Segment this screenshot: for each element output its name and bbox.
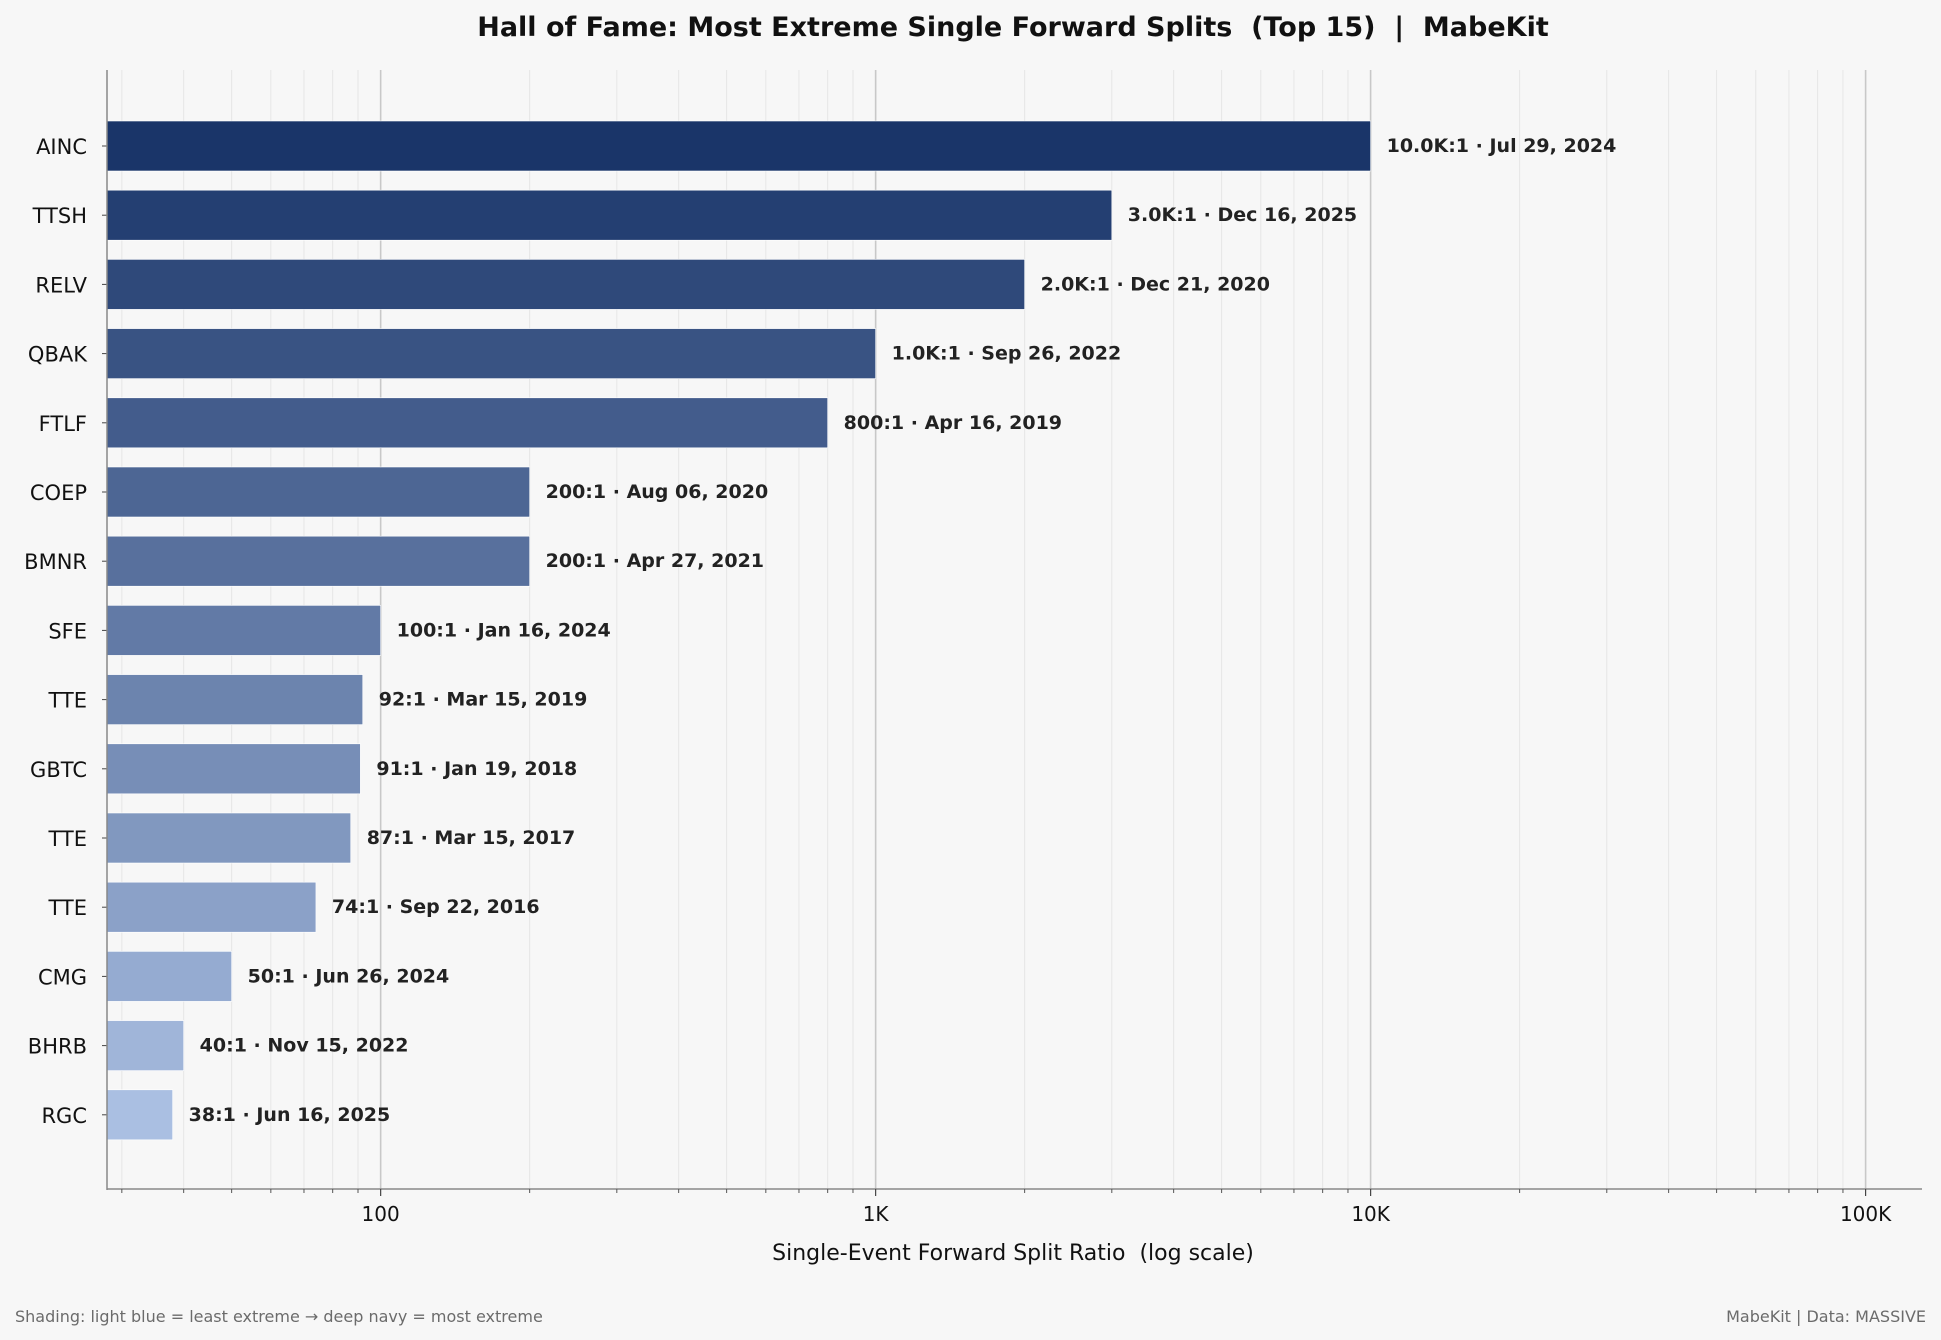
footer-shading-note: Shading: light blue = least extreme → de… — [15, 1307, 543, 1326]
bar-bmnr — [106, 535, 530, 587]
bar-ftlf — [106, 397, 828, 449]
y-tick-label: CMG — [38, 965, 87, 989]
bar-value-label: 50:1 · Jun 26, 2024 — [248, 965, 450, 987]
bar-value-label: 2.0K:1 · Dec 21, 2020 — [1041, 273, 1270, 295]
bar-qbak — [106, 328, 876, 379]
bar-ainc — [106, 120, 1371, 172]
y-tick-label: FTLF — [39, 412, 87, 436]
bar-ttsh — [106, 189, 1113, 241]
bar-value-label: 200:1 · Aug 06, 2020 — [546, 481, 769, 503]
y-tick-label: RGC — [41, 1104, 87, 1128]
bar-value-label: 91:1 · Jan 19, 2018 — [376, 758, 577, 780]
y-tick-label: RELV — [35, 273, 87, 297]
y-tick-label: TTSH — [32, 204, 87, 228]
bar-rgc — [106, 1089, 173, 1141]
x-tick-label: 100 — [362, 1202, 400, 1226]
bar-value-label: 1.0K:1 · Sep 26, 2022 — [892, 343, 1122, 365]
bar-value-label: 74:1 · Sep 22, 2016 — [332, 896, 540, 918]
bar-tte — [106, 674, 364, 725]
bar-sfe — [106, 605, 381, 656]
y-tick-label: BMNR — [24, 550, 87, 574]
grid — [121, 70, 1867, 1189]
x-tick-label: 100K — [1840, 1202, 1892, 1226]
y-tick-label: TTE — [47, 827, 87, 851]
bar-value-label: 100:1 · Jan 16, 2024 — [397, 619, 611, 641]
chart-title: Hall of Fame: Most Extreme Single Forwar… — [477, 12, 1549, 43]
bar-value-label: 40:1 · Nov 15, 2022 — [200, 1035, 409, 1057]
bar-coep — [106, 466, 530, 518]
bar-gbtc — [106, 743, 361, 795]
y-tick-label: AINC — [36, 135, 87, 159]
y-tick-label: BHRB — [28, 1035, 87, 1059]
bar-tte — [106, 812, 352, 864]
x-tick-label: 10K — [1351, 1202, 1390, 1226]
footer-credit: MabeKit | Data: MASSIVE — [1726, 1307, 1926, 1326]
x-axis-label: Single-Event Forward Split Ratio (log sc… — [772, 1241, 1254, 1266]
y-tick-label: COEP — [30, 481, 87, 505]
y-tick-label: QBAK — [28, 343, 88, 367]
x-tick-label: 1K — [863, 1202, 890, 1226]
bars: 10.0K:1 · Jul 29, 2024 3.0K:1 · Dec 16, 2… — [106, 120, 1617, 1141]
y-tick-label: TTE — [47, 896, 87, 920]
bar-value-label: 38:1 · Jun 16, 2025 — [189, 1104, 391, 1126]
axes: AINC TTSH RELV QBAK FTLF COEP BMNR SFE TTE GBTC TT… — [24, 70, 1922, 1226]
bar-bhrb — [106, 1020, 184, 1071]
bar-cmg — [106, 951, 232, 1002]
bar-value-label: 10.0K:1 · Jul 29, 2024 — [1387, 135, 1617, 157]
bar-value-label: 3.0K:1 · Dec 16, 2025 — [1128, 204, 1357, 226]
bar-value-label: 200:1 · Apr 27, 2021 — [546, 550, 764, 572]
bar-value-label: 92:1 · Mar 15, 2019 — [379, 689, 588, 711]
y-tick-label: TTE — [47, 689, 87, 713]
y-tick-label: SFE — [48, 619, 87, 643]
bar-tte — [106, 881, 317, 933]
y-tick-label: GBTC — [30, 758, 87, 782]
bar-value-label: 87:1 · Mar 15, 2017 — [367, 827, 576, 849]
bar-value-label: 800:1 · Apr 16, 2019 — [844, 412, 1062, 434]
bar-relv — [106, 259, 1025, 310]
